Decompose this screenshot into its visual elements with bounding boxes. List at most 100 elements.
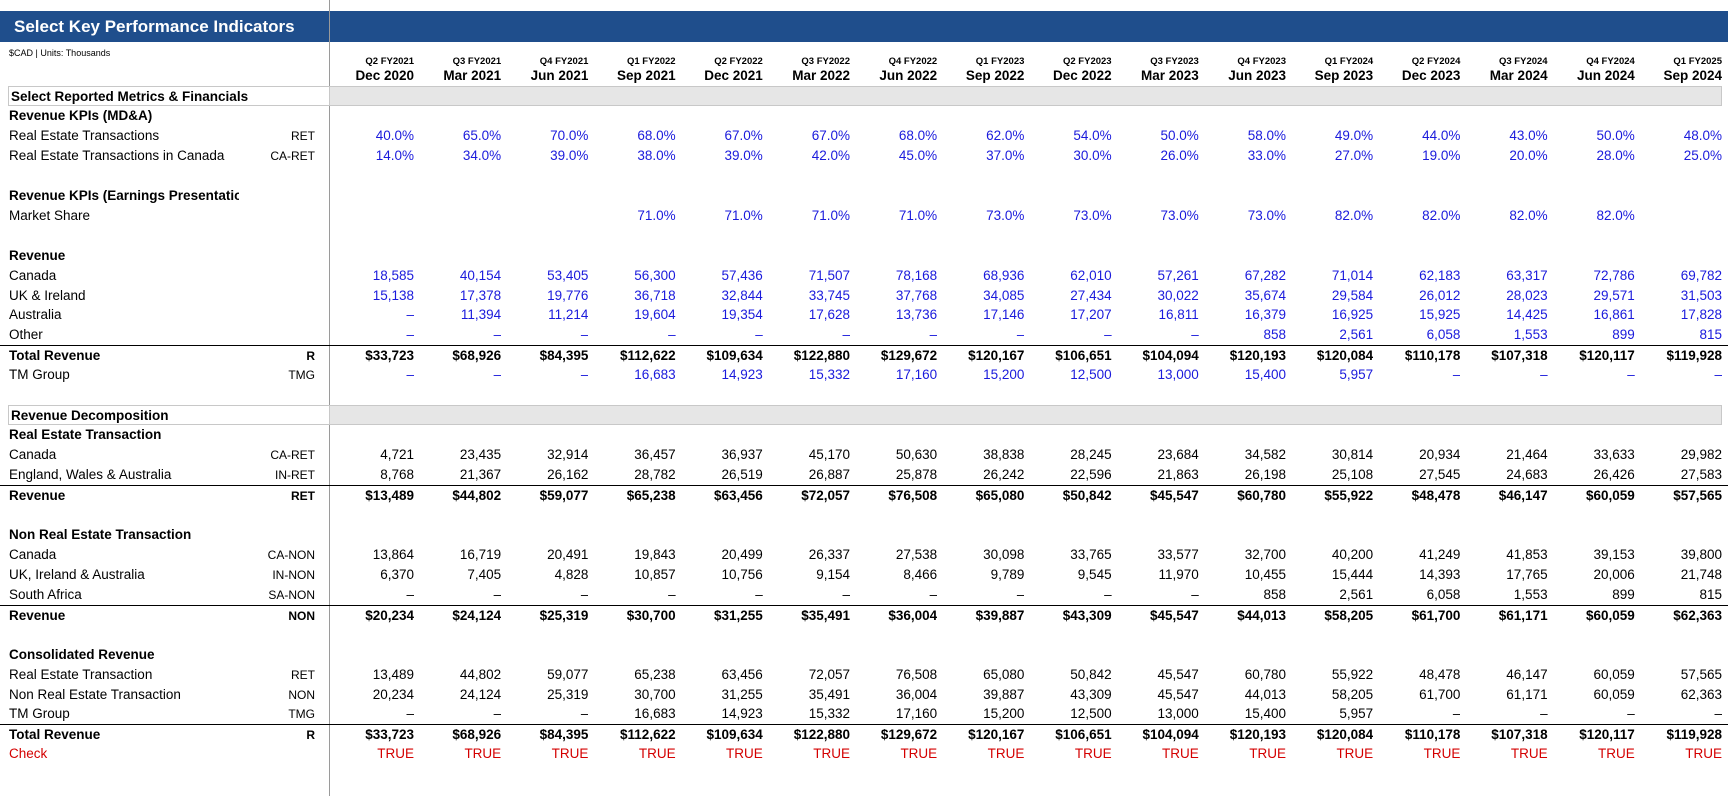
value-cell[interactable]: 28,782 (634, 467, 676, 483)
value-cell[interactable]: – (406, 307, 414, 323)
value-cell[interactable]: $58,205 (1324, 607, 1374, 623)
value-cell[interactable]: $110,178 (1404, 727, 1461, 743)
value-cell[interactable]: $76,508 (888, 488, 938, 503)
value-cell[interactable]: 32,914 (547, 447, 589, 463)
value-cell[interactable]: $61,700 (1411, 607, 1461, 623)
value-cell[interactable]: – (842, 327, 850, 343)
value-cell[interactable]: $20,234 (365, 607, 414, 623)
value-cell[interactable]: 25,108 (1331, 467, 1374, 483)
value-cell[interactable]: $112,622 (620, 348, 676, 364)
value-cell[interactable]: 9,789 (990, 566, 1025, 582)
value-cell[interactable]: 26,242 (983, 467, 1025, 483)
value-cell[interactable]: 38.0% (637, 147, 676, 163)
value-cell[interactable]: $35,491 (801, 607, 850, 623)
value-cell[interactable]: 70.0% (550, 127, 589, 143)
value-cell[interactable]: 45,170 (808, 447, 850, 463)
value-cell[interactable]: 71.0% (898, 207, 938, 223)
value-cell[interactable]: – (406, 367, 414, 383)
value-cell[interactable]: $63,456 (713, 488, 763, 503)
value-cell[interactable]: 68.0% (637, 127, 676, 143)
value-cell[interactable]: 17,828 (1680, 307, 1722, 323)
value-cell[interactable]: 28.0% (1596, 147, 1635, 163)
value-cell[interactable]: 19,354 (721, 307, 763, 323)
value-cell[interactable]: TRUE (813, 746, 850, 762)
value-cell[interactable]: 27,538 (895, 546, 938, 562)
value-cell[interactable]: 71.0% (811, 207, 850, 223)
value-cell[interactable]: 28,245 (1070, 447, 1112, 463)
value-cell[interactable]: 27,583 (1680, 467, 1722, 483)
value-cell[interactable]: TRUE (1423, 746, 1461, 762)
value-cell[interactable]: – (1452, 706, 1461, 722)
value-cell[interactable]: 29,982 (1680, 447, 1722, 463)
value-cell[interactable]: 858 (1263, 327, 1286, 343)
value-cell[interactable]: $104,094 (1142, 348, 1199, 364)
value-cell[interactable]: 20,934 (1419, 447, 1461, 463)
value-cell[interactable]: $65,080 (975, 488, 1025, 503)
value-cell[interactable]: 29,571 (1593, 287, 1635, 303)
value-cell[interactable]: 35,491 (808, 686, 850, 702)
value-cell[interactable]: – (755, 586, 763, 602)
value-cell[interactable]: – (929, 327, 938, 343)
value-cell[interactable]: 36,004 (895, 686, 938, 702)
value-cell[interactable]: 21,748 (1680, 566, 1722, 582)
value-cell[interactable]: TRUE (726, 746, 763, 762)
value-cell[interactable]: TRUE (1162, 746, 1199, 762)
value-cell[interactable]: 815 (1699, 586, 1722, 602)
value-cell[interactable]: $59,077 (539, 488, 589, 503)
value-cell[interactable]: $120,193 (1229, 727, 1286, 743)
value-cell[interactable]: – (1714, 367, 1722, 383)
value-cell[interactable]: 19,843 (634, 546, 676, 562)
value-cell[interactable]: – (668, 327, 676, 343)
value-cell[interactable]: 39,153 (1593, 546, 1635, 562)
value-cell[interactable]: 32,700 (1244, 546, 1286, 562)
value-cell[interactable]: 50,630 (895, 447, 938, 463)
value-cell[interactable]: $122,880 (793, 348, 850, 364)
value-cell[interactable]: 65,238 (634, 666, 676, 682)
value-cell[interactable]: 41,249 (1419, 546, 1461, 562)
value-cell[interactable]: 45.0% (898, 147, 938, 163)
value-cell[interactable]: 14,923 (721, 706, 763, 722)
value-cell[interactable]: $39,887 (975, 607, 1025, 623)
value-cell[interactable]: 62,010 (1070, 267, 1112, 283)
value-cell[interactable]: 45,547 (1157, 666, 1199, 682)
value-cell[interactable]: – (406, 706, 414, 722)
value-cell[interactable]: 15,444 (1331, 566, 1374, 582)
value-cell[interactable]: $109,634 (706, 348, 763, 364)
value-cell[interactable]: 33,577 (1157, 546, 1199, 562)
value-cell[interactable]: $48,478 (1411, 488, 1461, 503)
value-cell[interactable]: – (1627, 367, 1635, 383)
value-cell[interactable]: 36,937 (721, 447, 763, 463)
value-cell[interactable]: 10,455 (1244, 566, 1286, 582)
value-cell[interactable]: 16,683 (634, 706, 676, 722)
value-cell[interactable]: 59,077 (547, 666, 589, 682)
value-cell[interactable]: 68.0% (898, 127, 938, 143)
value-cell[interactable]: 71.0% (637, 207, 676, 223)
value-cell[interactable]: $57,565 (1673, 488, 1722, 503)
value-cell[interactable]: 10,857 (634, 566, 676, 582)
value-cell[interactable]: 13,489 (372, 666, 414, 682)
value-cell[interactable]: 15,200 (983, 367, 1025, 383)
value-cell[interactable]: 11,970 (1158, 566, 1199, 582)
value-cell[interactable]: – (1104, 327, 1112, 343)
value-cell[interactable]: 36,718 (634, 287, 676, 303)
value-cell[interactable]: TRUE (1598, 746, 1635, 762)
value-cell[interactable]: 23,684 (1157, 447, 1199, 463)
value-cell[interactable]: 15,925 (1419, 307, 1461, 323)
value-cell[interactable]: $84,395 (539, 727, 589, 743)
value-cell[interactable]: 44,802 (459, 666, 502, 682)
value-cell[interactable]: – (580, 706, 589, 722)
value-cell[interactable]: 15,332 (808, 367, 850, 383)
value-cell[interactable]: 17,207 (1070, 307, 1112, 323)
value-cell[interactable]: $61,171 (1498, 607, 1548, 623)
value-cell[interactable]: – (842, 586, 850, 602)
value-cell[interactable]: 60,059 (1593, 666, 1635, 682)
value-cell[interactable]: 2,561 (1339, 586, 1374, 602)
value-cell[interactable]: 27.0% (1334, 147, 1374, 163)
value-cell[interactable]: 10,756 (721, 566, 763, 582)
value-cell[interactable]: 21,367 (459, 467, 502, 483)
value-cell[interactable]: 20.0% (1509, 147, 1548, 163)
value-cell[interactable]: $104,094 (1142, 727, 1199, 743)
value-cell[interactable]: 19.0% (1422, 147, 1461, 163)
value-cell[interactable]: 26,162 (547, 467, 589, 483)
value-cell[interactable]: 27,545 (1419, 467, 1461, 483)
